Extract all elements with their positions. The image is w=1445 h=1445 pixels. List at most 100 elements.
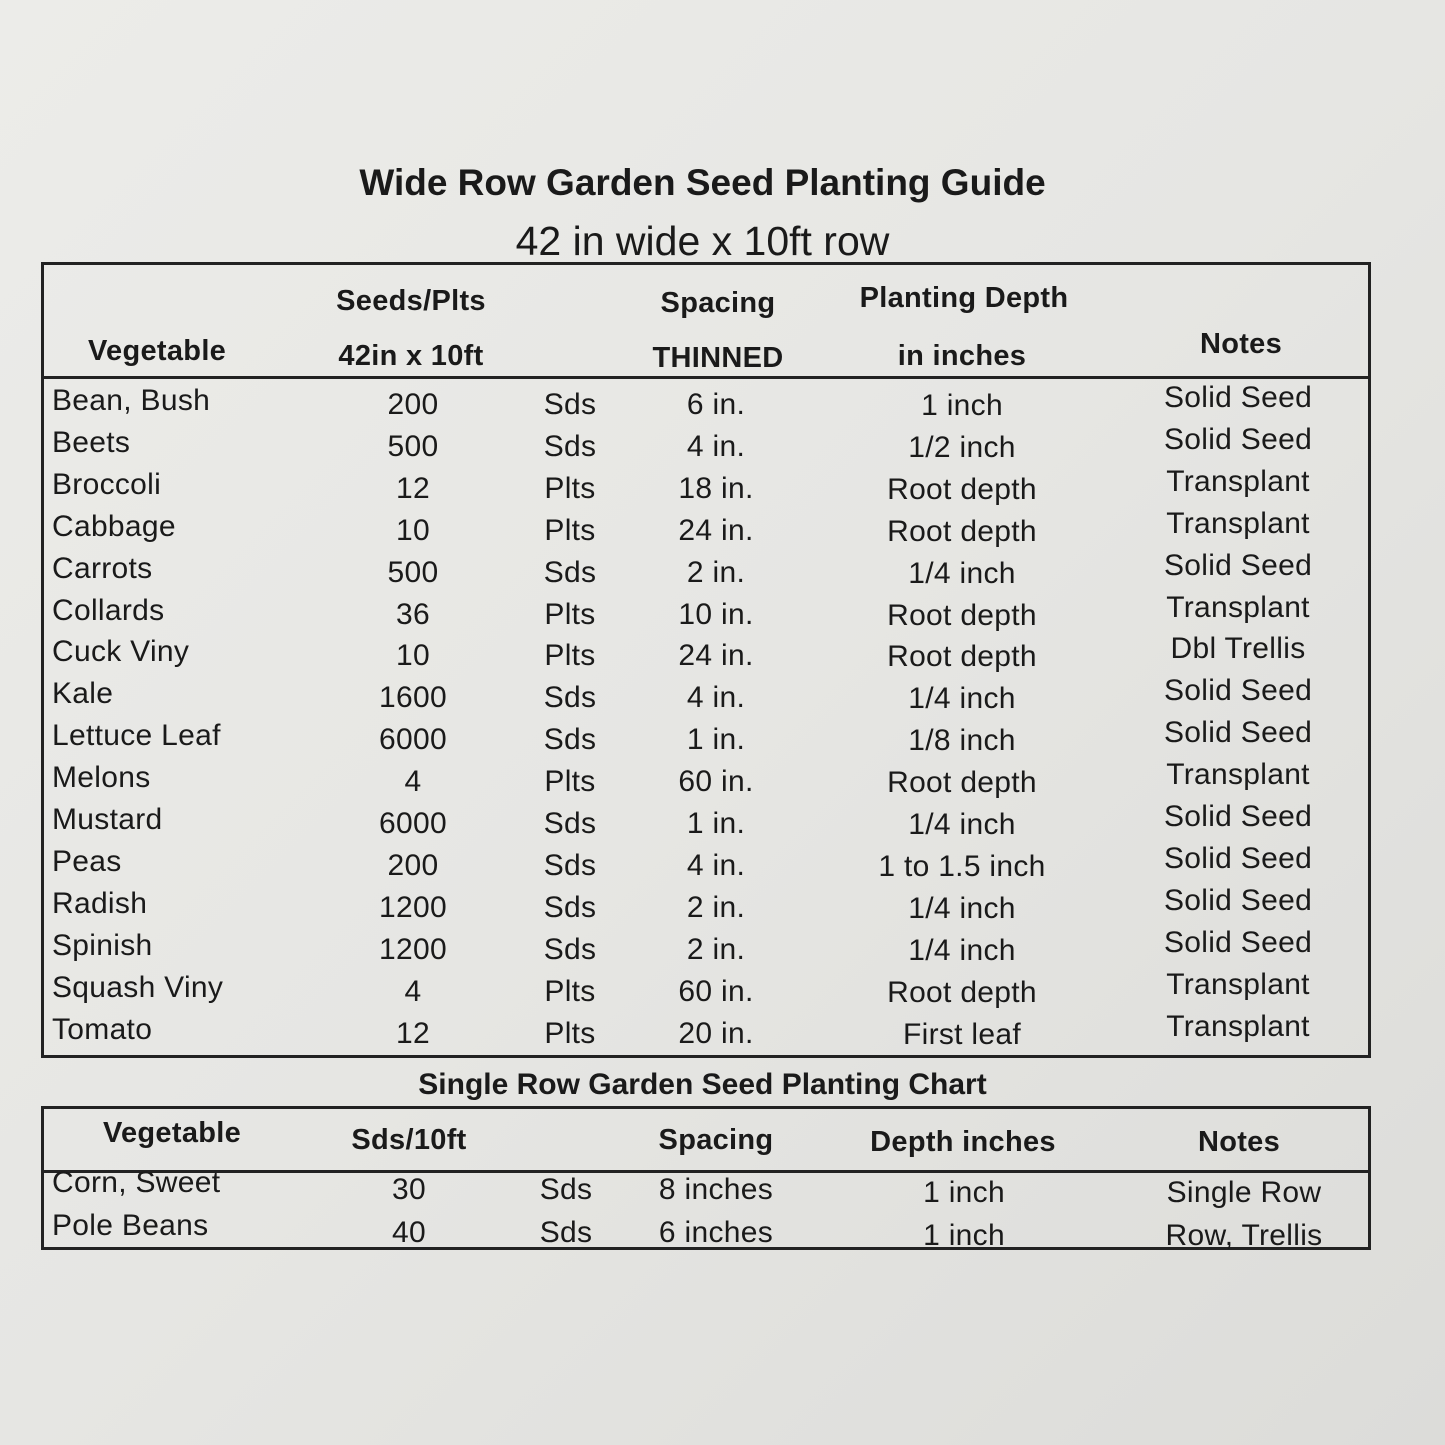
row-count-cell: 1200 — [379, 890, 447, 924]
single-header-vegetable: Vegetable — [102, 1117, 242, 1149]
row-spacing-cell: 4 in. — [686, 429, 746, 463]
single-header-seeds: Sds/10ft — [351, 1124, 467, 1156]
row-count-cell: 500 — [387, 429, 439, 463]
row-count-cell: 6000 — [379, 723, 447, 757]
header-depth-line2: in inches — [897, 340, 1027, 372]
row-count-cell: 4 — [404, 765, 422, 799]
row-unit-cell: Plts — [544, 513, 596, 547]
row-spacing-cell: 4 in. — [686, 681, 746, 715]
row-spacing-cell: 6 inches — [658, 1216, 774, 1249]
single-header-divider — [41, 1170, 1368, 1173]
row-depth-cell: Root depth — [887, 975, 1037, 1009]
header-spacing-line2: THINNED — [652, 342, 784, 374]
row-spacing-cell: 2 in. — [686, 932, 746, 966]
row-unit-cell: Sds — [543, 807, 597, 840]
row-unit-cell: Sds — [543, 388, 597, 421]
row-count-cell: 200 — [387, 388, 439, 421]
row-vegetable-cell: Peas — [52, 844, 122, 878]
row-unit-cell: Plts — [544, 765, 596, 799]
row-count-cell: 200 — [387, 848, 439, 882]
row-count-cell: 1200 — [379, 932, 447, 966]
row-depth-cell: 1/4 inch — [908, 933, 1016, 967]
row-spacing-cell: 24 in. — [678, 513, 754, 547]
row-depth-cell: 1/8 inch — [908, 724, 1016, 758]
row-notes-cell: Dbl Trellis — [1170, 632, 1306, 666]
row-unit-cell: Sds — [543, 681, 597, 715]
row-depth-cell: Root depth — [887, 472, 1037, 506]
single-row-table — [41, 1106, 1371, 1250]
row-vegetable-cell: Pole Beans — [52, 1209, 209, 1242]
row-notes-cell: Transplant — [1166, 590, 1310, 624]
row-depth-cell: 1 to 1.5 inch — [878, 849, 1046, 883]
row-depth-cell: 1/4 inch — [908, 891, 1016, 925]
single-row-title: Single Row Garden Seed Planting Chart — [418, 1068, 987, 1101]
row-depth-cell: Root depth — [887, 514, 1037, 548]
row-notes-cell: Row, Trellis — [1165, 1219, 1323, 1252]
row-notes-cell: Transplant — [1166, 967, 1310, 1001]
row-count-cell: 40 — [392, 1216, 426, 1249]
wide-row-table — [41, 262, 1371, 1058]
guide-title: Wide Row Garden Seed Planting Guide — [359, 162, 1046, 203]
single-header-spacing: Spacing — [658, 1124, 774, 1156]
row-spacing-cell: 60 in. — [678, 765, 754, 799]
row-count-cell: 12 — [396, 471, 430, 505]
row-unit-cell: Sds — [539, 1216, 593, 1249]
row-vegetable-cell: Squash Viny — [52, 970, 224, 1004]
row-spacing-cell: 2 in. — [686, 890, 746, 924]
wide-header-divider — [41, 376, 1368, 379]
row-vegetable-cell: Cabbage — [52, 509, 176, 543]
header-seeds-line2: 42in x 10ft — [338, 340, 484, 372]
row-spacing-cell: 8 inches — [658, 1173, 774, 1206]
row-unit-cell: Sds — [543, 555, 597, 589]
header-notes: Notes — [1199, 328, 1283, 360]
row-vegetable-cell: Radish — [52, 886, 148, 920]
row-unit-cell: Plts — [544, 639, 596, 673]
row-vegetable-cell: Corn, Sweet — [52, 1166, 221, 1199]
row-unit-cell: Sds — [543, 932, 597, 966]
row-depth-cell: Root depth — [887, 598, 1037, 632]
row-unit-cell: Plts — [544, 597, 596, 631]
row-depth-cell: Root depth — [887, 640, 1037, 674]
single-header-notes: Notes — [1197, 1126, 1281, 1158]
row-notes-cell: Transplant — [1166, 464, 1310, 498]
row-notes-cell: Solid Seed — [1163, 548, 1313, 582]
row-spacing-cell: 2 in. — [686, 555, 746, 589]
row-spacing-cell: 24 in. — [678, 639, 754, 673]
row-count-cell: 500 — [387, 555, 439, 589]
row-vegetable-cell: Bean, Bush — [52, 384, 211, 417]
single-header-depth: Depth inches — [870, 1126, 1056, 1158]
row-vegetable-cell: Collards — [52, 593, 165, 627]
row-notes-cell: Transplant — [1166, 1009, 1310, 1043]
row-depth-cell: 1 inch — [923, 1219, 1005, 1252]
row-spacing-cell: 60 in. — [678, 974, 754, 1008]
row-notes-cell: Solid Seed — [1163, 674, 1313, 708]
row-depth-cell: 1 inch — [923, 1176, 1005, 1209]
row-depth-cell: 1/2 inch — [908, 430, 1016, 464]
row-count-cell: 6000 — [379, 807, 447, 840]
row-vegetable-cell: Mustard — [52, 803, 163, 836]
row-spacing-cell: 6 in. — [686, 388, 746, 421]
row-depth-cell: Root depth — [887, 766, 1037, 800]
row-vegetable-cell: Melons — [52, 761, 151, 795]
row-notes-cell: Solid Seed — [1163, 381, 1313, 414]
row-vegetable-cell: Spinish — [52, 928, 153, 962]
row-notes-cell: Solid Seed — [1163, 716, 1313, 750]
row-spacing-cell: 4 in. — [686, 848, 746, 882]
row-notes-cell: Solid Seed — [1163, 883, 1313, 917]
row-unit-cell: Plts — [544, 471, 596, 505]
row-depth-cell: 1 inch — [921, 389, 1003, 422]
row-vegetable-cell: Kale — [52, 677, 114, 711]
row-unit-cell: Plts — [544, 974, 596, 1008]
row-depth-cell: First leaf — [902, 1017, 1022, 1051]
row-notes-cell: Solid Seed — [1163, 841, 1313, 875]
row-unit-cell: Sds — [543, 723, 597, 757]
row-spacing-cell: 18 in. — [678, 471, 754, 505]
row-count-cell: 12 — [396, 1016, 430, 1050]
row-vegetable-cell: Tomato — [52, 1012, 153, 1046]
row-vegetable-cell: Carrots — [52, 551, 153, 585]
row-spacing-cell: 1 in. — [686, 723, 746, 757]
row-unit-cell: Sds — [543, 429, 597, 463]
row-notes-cell: Transplant — [1166, 758, 1310, 792]
row-count-cell: 36 — [396, 597, 430, 631]
row-vegetable-cell: Cuck Viny — [52, 635, 190, 669]
